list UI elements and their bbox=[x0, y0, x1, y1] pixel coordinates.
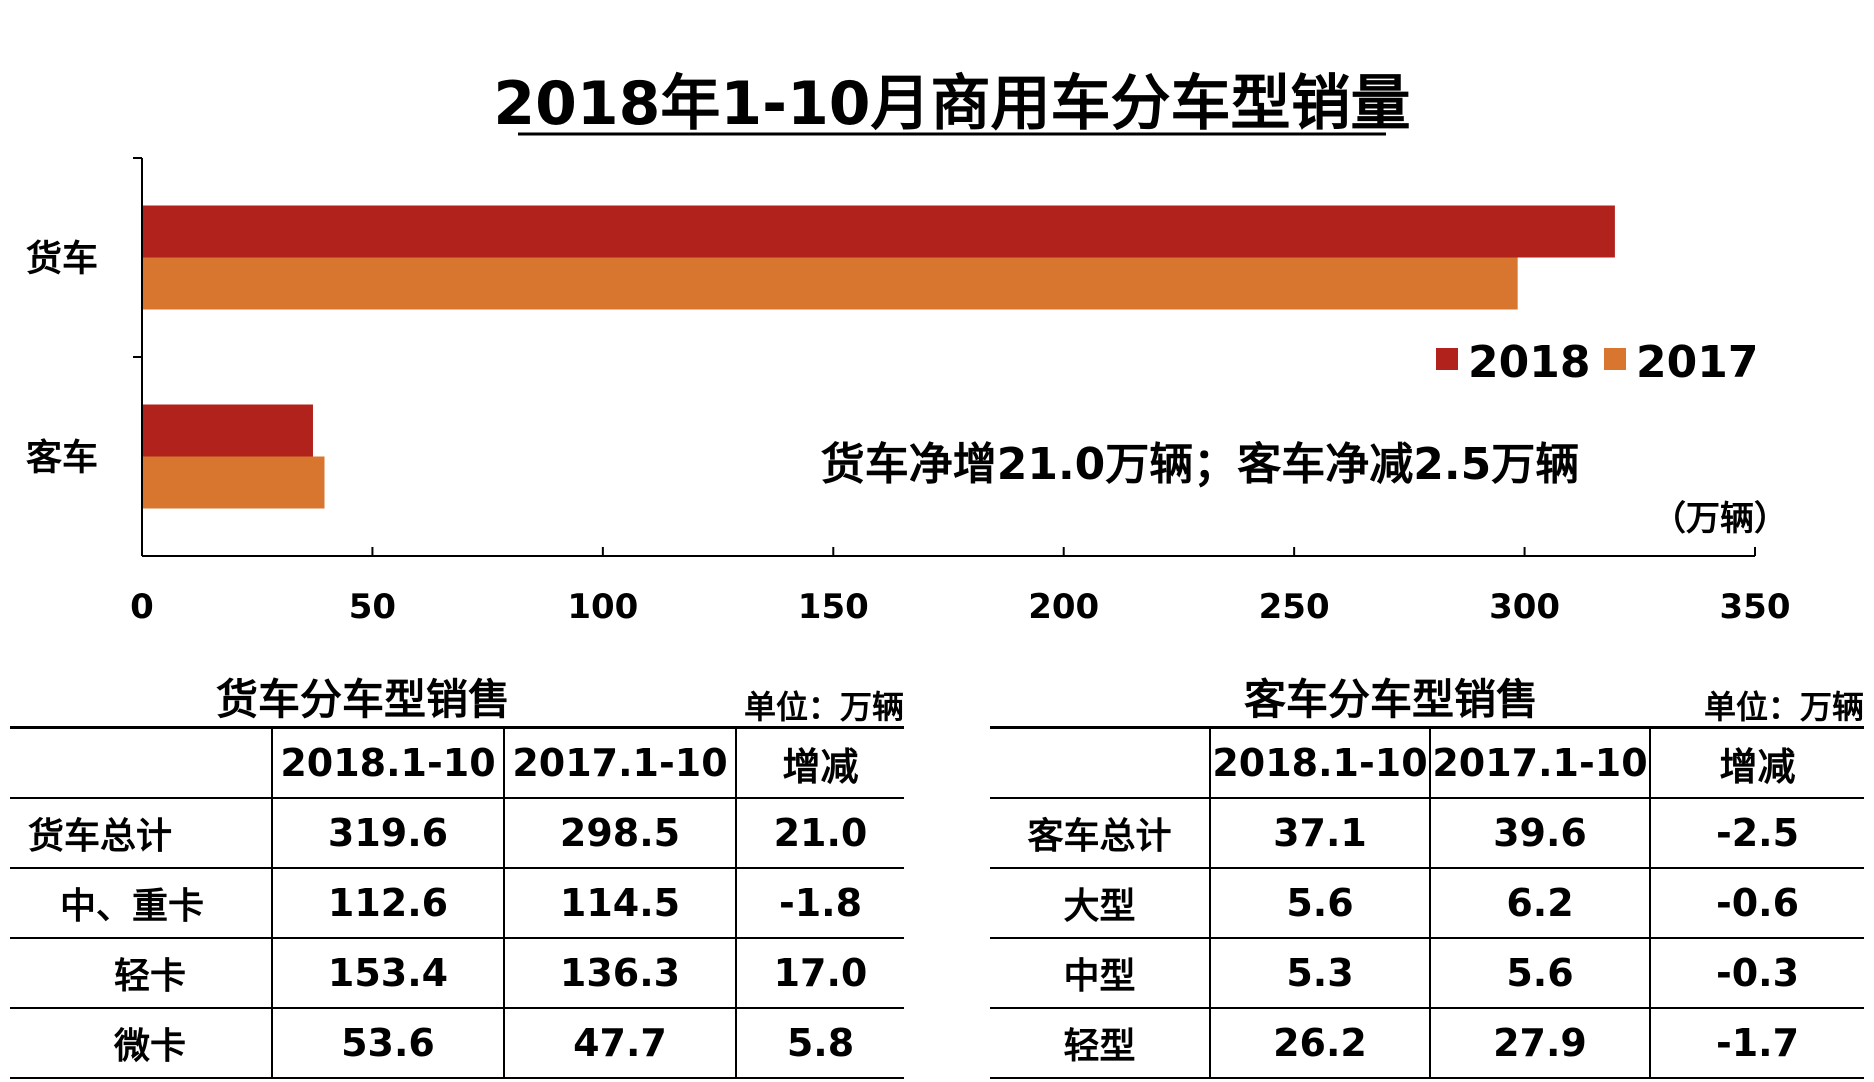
x-tick-label-4: 200 bbox=[1028, 587, 1099, 627]
header-cell bbox=[990, 726, 1210, 799]
bar-2018-1 bbox=[142, 404, 313, 457]
table-row: 轻卡 153.4 136.3 17.0 bbox=[10, 938, 904, 1009]
value-cell: 136.3 bbox=[503, 938, 736, 1009]
legend-label-2018: 2018 bbox=[1468, 337, 1590, 388]
x-tick-label-0: 0 bbox=[130, 587, 154, 627]
unit-label: （万辆） bbox=[1652, 499, 1788, 539]
x-tick-label-6: 300 bbox=[1489, 587, 1560, 627]
legend-label-2017: 2017 bbox=[1636, 337, 1758, 388]
value-cell: 5.6 bbox=[1209, 868, 1430, 939]
value-cell: 39.6 bbox=[1429, 798, 1650, 869]
tick-labels: 0 50 100 150 200 250 300 350 bbox=[130, 587, 1790, 627]
value-cell: 298.5 bbox=[503, 798, 736, 869]
value-cell: -1.7 bbox=[1649, 1008, 1864, 1079]
value-cell: 53.6 bbox=[271, 1008, 504, 1079]
value-cell: -2.5 bbox=[1649, 798, 1864, 869]
row-label: 大型 bbox=[990, 868, 1210, 939]
table-row: 中型 5.3 5.6 -0.3 bbox=[990, 938, 1864, 1009]
table-row: 货车总计 319.6 298.5 21.0 bbox=[10, 798, 904, 869]
header-cell: 增减 bbox=[735, 726, 904, 799]
value-cell: 114.5 bbox=[503, 868, 736, 939]
legend: 2018 2017 bbox=[1436, 337, 1758, 388]
header-cell: 2017.1-10 bbox=[503, 726, 736, 799]
header-cell: 2017.1-10 bbox=[1429, 726, 1650, 799]
table-row: 客车总计 37.1 39.6 -2.5 bbox=[990, 798, 1864, 869]
header-cell: 2018.1-10 bbox=[1209, 726, 1430, 799]
truck-table-title: 货车分车型销售 bbox=[216, 675, 511, 724]
axes-group bbox=[133, 157, 1756, 557]
bar-2017-1 bbox=[142, 456, 325, 509]
header-cell: 增减 bbox=[1649, 726, 1864, 799]
bar-2018-0 bbox=[142, 205, 1615, 258]
bus-table-unit: 单位：万辆 bbox=[1703, 688, 1864, 726]
truck-sales-table: 2018.1-10 2017.1-10 增减 货车总计 319.6 298.5 … bbox=[10, 726, 904, 1079]
value-cell: 27.9 bbox=[1429, 1008, 1650, 1079]
value-cell: 5.6 bbox=[1429, 938, 1650, 1009]
x-tick-label-1: 50 bbox=[349, 587, 396, 627]
row-label: 轻型 bbox=[990, 1008, 1210, 1079]
value-cell: 112.6 bbox=[271, 868, 504, 939]
header-cell: 2018.1-10 bbox=[271, 726, 504, 799]
row-label: 货车总计 bbox=[10, 798, 272, 869]
legend-swatch-2018 bbox=[1436, 348, 1458, 370]
bus-sales-table-panel: 客车分车型销售 单位：万辆 2018.1-10 2017.1-10 增减 客车总… bbox=[990, 660, 1864, 1079]
legend-swatch-2017 bbox=[1604, 348, 1626, 370]
value-cell: -1.8 bbox=[735, 868, 904, 939]
table-row: 微卡 53.6 47.7 5.8 bbox=[10, 1008, 904, 1079]
row-label: 微卡 bbox=[10, 1008, 272, 1079]
value-cell: 17.0 bbox=[735, 938, 904, 1009]
row-label: 客车总计 bbox=[990, 798, 1210, 869]
value-cell: 319.6 bbox=[271, 798, 504, 869]
truck-table-unit: 单位：万辆 bbox=[743, 688, 904, 726]
value-cell: 153.4 bbox=[271, 938, 504, 1009]
value-cell: -0.3 bbox=[1649, 938, 1864, 1009]
value-cell: 47.7 bbox=[503, 1008, 736, 1079]
row-label: 轻卡 bbox=[10, 938, 272, 1009]
value-cell: 37.1 bbox=[1209, 798, 1430, 869]
value-cell: -0.6 bbox=[1649, 868, 1864, 939]
category-label-1: 客车 bbox=[26, 438, 98, 479]
table-header-row: 2018.1-10 2017.1-10 增减 bbox=[10, 726, 904, 799]
bus-table-title: 客车分车型销售 bbox=[1244, 675, 1539, 724]
value-cell: 6.2 bbox=[1429, 868, 1650, 939]
table-row: 中、重卡 112.6 114.5 -1.8 bbox=[10, 868, 904, 939]
header-cell bbox=[10, 726, 272, 799]
x-tick-label-3: 150 bbox=[798, 587, 869, 627]
category-label-0: 货车 bbox=[26, 239, 98, 280]
x-tick-label-5: 250 bbox=[1259, 587, 1330, 627]
value-cell: 26.2 bbox=[1209, 1008, 1430, 1079]
row-label: 中型 bbox=[990, 938, 1210, 1009]
bus-sales-table: 2018.1-10 2017.1-10 增减 客车总计 37.1 39.6 -2… bbox=[990, 726, 1864, 1079]
bars-group bbox=[142, 205, 1615, 509]
x-tick-label-2: 100 bbox=[567, 587, 638, 627]
table-row: 轻型 26.2 27.9 -1.7 bbox=[990, 1008, 1864, 1079]
bar-2017-0 bbox=[142, 257, 1518, 310]
value-cell: 5.8 bbox=[735, 1008, 904, 1079]
row-label: 中、重卡 bbox=[10, 868, 272, 939]
truck-sales-table-panel: 货车分车型销售 单位：万辆 2018.1-10 2017.1-10 增减 货车总… bbox=[10, 660, 904, 1079]
x-tick-label-7: 350 bbox=[1720, 587, 1791, 627]
table-row: 大型 5.6 6.2 -0.6 bbox=[990, 868, 1864, 939]
chart-annotation: 货车净增21.0万辆；客车净减2.5万辆 bbox=[821, 439, 1580, 490]
table-header-row: 2018.1-10 2017.1-10 增减 bbox=[990, 726, 1864, 799]
value-cell: 21.0 bbox=[735, 798, 904, 869]
chart-title: 2018年1-10月商用车分车型销量 bbox=[493, 69, 1410, 139]
value-cell: 5.3 bbox=[1209, 938, 1430, 1009]
